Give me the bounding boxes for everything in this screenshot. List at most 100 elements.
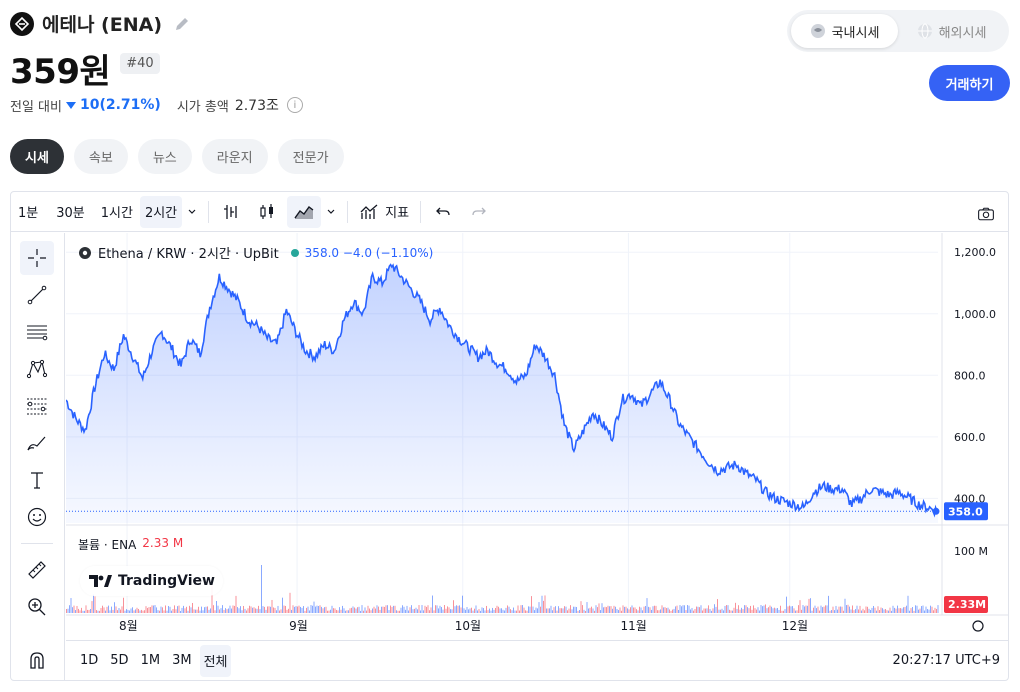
range-5d[interactable]: 5D: [110, 653, 129, 668]
trend-line-icon[interactable]: [20, 278, 54, 312]
info-icon[interactable]: i: [286, 97, 303, 113]
volume-bar: [166, 610, 168, 613]
magnet-icon[interactable]: [20, 643, 54, 677]
volume-bar: [540, 606, 541, 613]
volume-bar: [735, 602, 736, 613]
text-tool-icon[interactable]: [20, 463, 54, 497]
tab-breaking[interactable]: 속보: [73, 139, 128, 174]
interval-2h[interactable]: 2시간: [139, 195, 183, 228]
pattern-icon[interactable]: [20, 352, 54, 386]
volume-bar: [720, 609, 721, 613]
price-chart-area[interactable]: 1,200.0 1,000.0 800.0 600.0 400.0 8월 9월 10월 11월 1…: [66, 233, 1008, 680]
volume-bar: [520, 605, 522, 613]
volume-bar: [220, 608, 222, 613]
volume-bar: [430, 607, 432, 613]
volume-bar: [334, 608, 336, 613]
undo-icon[interactable]: [427, 196, 459, 228]
volume-bar: [829, 610, 831, 613]
trade-button[interactable]: 거래하기: [929, 65, 1010, 101]
volume-bar: [865, 606, 867, 613]
redo-icon[interactable]: [463, 196, 495, 228]
volume-bar: [508, 606, 510, 613]
volume-bar: [850, 609, 852, 613]
range-1m[interactable]: 1M: [140, 653, 161, 668]
volume-bar: [73, 605, 75, 613]
volume-bar: [711, 610, 712, 613]
volume-bar: [94, 596, 96, 613]
tab-news[interactable]: 뉴스: [137, 139, 192, 174]
volume-bar: [606, 607, 607, 613]
volume-bar: [816, 608, 817, 613]
overseas-price-button[interactable]: 해외시세: [898, 14, 1005, 48]
volume-bar: [936, 608, 937, 613]
volume-bar: [306, 607, 307, 613]
x-tick-label: 11월: [620, 619, 646, 633]
volume-bar: [103, 607, 105, 613]
range-3m[interactable]: 3M: [172, 653, 192, 668]
volume-bar: [262, 606, 264, 613]
tab-expert[interactable]: 전문가: [277, 139, 344, 174]
zoom-in-icon[interactable]: [20, 590, 54, 624]
price-row: 359원 #40: [10, 44, 160, 93]
tab-lounge[interactable]: 라운지: [201, 139, 268, 174]
candles-style-icon[interactable]: [251, 196, 283, 228]
emoji-icon[interactable]: [20, 500, 54, 534]
volume-bar: [82, 610, 84, 613]
ruler-icon[interactable]: [20, 553, 54, 587]
volume-bar: [519, 610, 520, 613]
volume-bar: [99, 610, 100, 613]
volume-bar: [340, 609, 342, 613]
volume-bar: [126, 609, 127, 613]
volume-bar: [219, 609, 220, 613]
volume-bar: [373, 606, 375, 613]
volume-bar: [370, 610, 372, 613]
volume-bar: [234, 605, 235, 613]
volume-bar: [823, 606, 825, 613]
brush-icon[interactable]: [20, 426, 54, 460]
price-chart[interactable]: 1,200.0 1,000.0 800.0 600.0 400.0 8월 9월 10월 11월 1…: [66, 233, 1008, 640]
domestic-price-button[interactable]: 국내시세: [791, 14, 898, 48]
volume-bar: [181, 607, 183, 613]
volume-bar: [897, 605, 898, 613]
pencil-icon[interactable]: [172, 14, 192, 34]
range-1d[interactable]: 1D: [80, 653, 99, 668]
volume-bar: [783, 610, 784, 613]
volume-bar: [777, 608, 778, 613]
volume-bar: [531, 596, 532, 613]
volume-bar: [423, 610, 424, 613]
volume-bar: [435, 605, 436, 613]
camera-icon[interactable]: [972, 198, 1000, 230]
axis-settings-icon: [972, 620, 984, 632]
volume-bar: [700, 605, 702, 613]
volume-bar: [378, 606, 379, 613]
volume-bar: [147, 607, 148, 613]
overseas-price-label: 해외시세: [938, 25, 987, 41]
area-style-icon[interactable]: [287, 195, 322, 228]
interval-1h[interactable]: 1시간: [100, 206, 133, 221]
indicators-button[interactable]: 지표: [354, 196, 414, 228]
x-tick-label: 10월: [455, 619, 481, 633]
volume-bar: [297, 606, 298, 613]
fib-retracement-icon[interactable]: [20, 389, 54, 423]
volume-bar: [123, 597, 124, 613]
volume-bar: [607, 605, 609, 613]
volume-bar: [618, 610, 619, 613]
interval-30m[interactable]: 30분: [56, 206, 85, 221]
volume-bar: [784, 609, 786, 613]
bars-style-icon[interactable]: [215, 196, 247, 228]
crosshair-icon[interactable]: [20, 241, 54, 275]
volume-bar: [580, 601, 582, 613]
volume-bar: [825, 605, 826, 613]
volume-bar: [535, 607, 537, 613]
volume-bar: [321, 606, 322, 613]
tradingview-logo[interactable]: TradingView: [80, 566, 223, 596]
volume-bar: [567, 610, 568, 613]
volume-bar: [222, 605, 223, 613]
interval-1m[interactable]: 1분: [18, 206, 39, 221]
chevron-down-icon[interactable]: [182, 196, 202, 228]
chart-style-chevron-icon[interactable]: [321, 196, 341, 228]
volume-bar: [586, 602, 588, 613]
tab-price[interactable]: 시세: [10, 139, 64, 174]
horizontal-lines-icon[interactable]: [20, 315, 54, 349]
range-all[interactable]: 전체: [199, 644, 232, 677]
